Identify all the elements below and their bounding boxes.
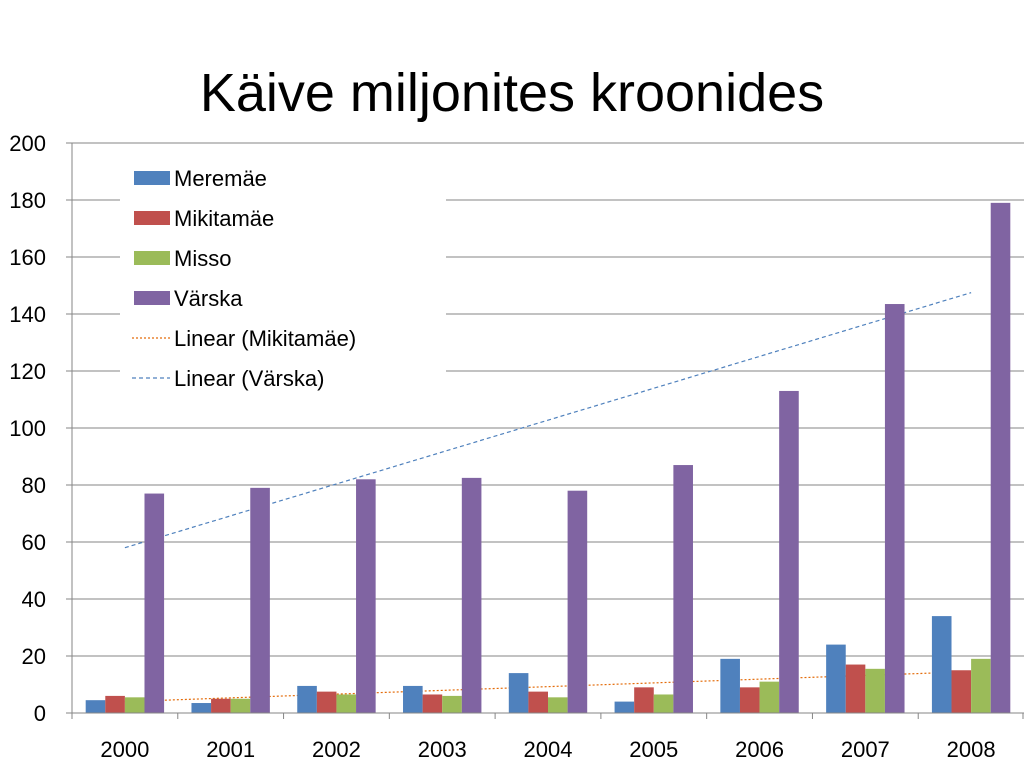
bar-misso-2008[interactable] [971, 658, 991, 713]
legend-label: Misso [174, 246, 231, 271]
x-tick-label: 2003 [418, 737, 467, 762]
axes [71, 143, 1024, 719]
bar-värska-2001[interactable] [250, 487, 270, 713]
legend-swatch [134, 171, 170, 185]
bar-meremäe-2002[interactable] [297, 685, 317, 713]
bar-värska-2006[interactable] [779, 390, 799, 713]
bar-mikitamäe-2001[interactable] [211, 698, 231, 713]
x-tick-label: 2002 [312, 737, 361, 762]
y-tick-label: 160 [9, 245, 46, 270]
bar-mikitamäe-2005[interactable] [634, 687, 654, 713]
bar-mikitamäe-2006[interactable] [739, 687, 760, 713]
x-tick-label: 2005 [629, 737, 678, 762]
bar-meremäe-2008[interactable] [931, 616, 952, 713]
tick-labels: 0 20 40 60 80 100 120 140 160 180 200 2000 2001 2002 2… [9, 131, 995, 762]
bar-misso-2006[interactable] [759, 681, 780, 713]
legend-label: Mikitamäe [174, 206, 274, 231]
bar-misso-2000[interactable] [124, 697, 145, 713]
legend-label: Värska [174, 286, 243, 311]
bar-mikitamäe-2002[interactable] [316, 691, 337, 713]
legend-swatch [134, 291, 170, 305]
bar-värska-2004[interactable] [567, 490, 588, 713]
bar-mikitamäe-2008[interactable] [951, 670, 972, 713]
bars [85, 202, 1011, 713]
bar-värska-2000[interactable] [144, 493, 165, 713]
bar-misso-2005[interactable] [653, 694, 674, 713]
y-tick-label: 20 [22, 644, 46, 669]
bar-värska-2008[interactable] [990, 202, 1011, 713]
legend-label: Meremäe [174, 166, 267, 191]
bar-meremäe-2005[interactable] [614, 701, 635, 713]
bar-meremäe-2001[interactable] [191, 703, 212, 713]
y-tick-label: 60 [22, 530, 46, 555]
bar-mikitamäe-2000[interactable] [105, 695, 125, 713]
bar-mikitamäe-2004[interactable] [528, 691, 548, 713]
y-tick-label: 180 [9, 188, 46, 213]
bar-meremäe-2000[interactable] [85, 700, 106, 713]
chart-title: Käive miljonites kroonides [199, 63, 825, 123]
y-tick-label: 140 [9, 302, 46, 327]
y-tick-label: 200 [9, 131, 46, 156]
bar-meremäe-2004[interactable] [508, 673, 529, 713]
x-tick-label: 2007 [841, 737, 890, 762]
x-tick-label: 2004 [524, 737, 573, 762]
bar-värska-2002[interactable] [356, 479, 376, 713]
bar-misso-2003[interactable] [442, 695, 462, 713]
bar-meremäe-2006[interactable] [720, 658, 740, 713]
legend-background [120, 150, 446, 402]
y-tick-label: 0 [34, 701, 46, 726]
y-tick-label: 40 [22, 587, 46, 612]
legend-swatch [134, 251, 170, 265]
legend-label: Linear (Mikitamäe) [174, 326, 356, 351]
bar-värska-2007[interactable] [884, 304, 905, 713]
bar-värska-2005[interactable] [673, 465, 693, 713]
bar-meremäe-2007[interactable] [826, 644, 846, 713]
legend-swatch [134, 211, 170, 225]
x-tick-label: 2008 [947, 737, 996, 762]
bar-värska-2003[interactable] [461, 477, 482, 713]
y-tick-label: 80 [22, 473, 46, 498]
y-tick-label: 100 [9, 416, 46, 441]
x-tick-label: 2006 [735, 737, 784, 762]
bar-mikitamäe-2007[interactable] [845, 664, 866, 713]
legend: Meremäe Mikitamäe Misso Värska Linear (Mikit… [120, 150, 446, 402]
bar-misso-2007[interactable] [865, 668, 885, 713]
x-tick-label: 2000 [100, 737, 149, 762]
legend-label: Linear (Värska) [174, 366, 324, 391]
y-tick-label: 120 [9, 359, 46, 384]
bar-misso-2001[interactable] [230, 698, 251, 713]
bar-misso-2002[interactable] [336, 694, 357, 713]
x-tick-label: 2001 [206, 737, 255, 762]
bar-mikitamäe-2003[interactable] [422, 694, 443, 713]
bar-meremäe-2003[interactable] [403, 685, 423, 713]
bar-misso-2004[interactable] [548, 697, 568, 713]
